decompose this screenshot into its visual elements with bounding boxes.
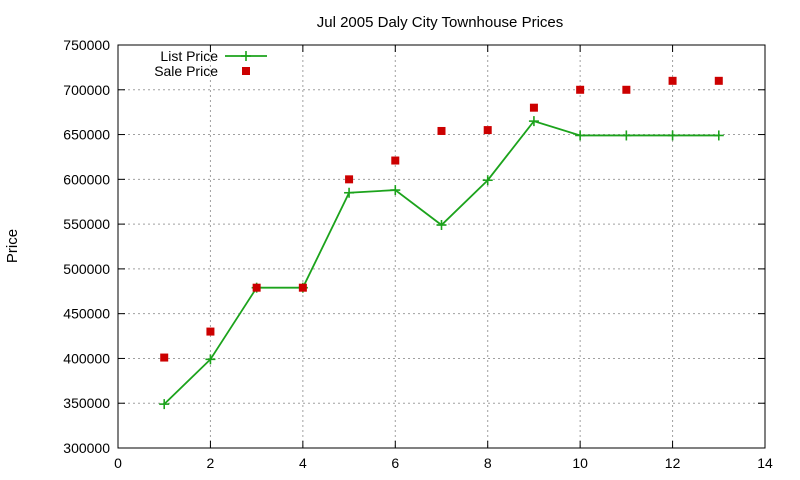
y-tick-label: 750000	[63, 37, 110, 53]
x-tick-label: 0	[114, 455, 122, 471]
legend-label: Sale Price	[154, 63, 218, 79]
x-tick-label: 4	[299, 455, 307, 471]
x-tick-label: 10	[572, 455, 588, 471]
sale-price-point	[668, 76, 677, 85]
y-tick-label: 500000	[63, 261, 110, 277]
y-tick-label: 300000	[63, 440, 110, 456]
list-price-point	[159, 399, 170, 410]
x-tick-label: 14	[757, 455, 773, 471]
sale-price-point	[483, 126, 492, 135]
y-tick-label: 650000	[63, 127, 110, 143]
grid	[118, 45, 765, 448]
y-tick-label: 350000	[63, 395, 110, 411]
list-price-point	[667, 130, 678, 141]
x-tick-label: 12	[665, 455, 681, 471]
sale-price-point	[622, 85, 631, 94]
list-price-point	[344, 187, 355, 198]
list-price-line	[163, 120, 719, 405]
legend-label: List Price	[160, 48, 218, 64]
x-tick-label: 6	[391, 455, 399, 471]
sale-price-point	[160, 353, 169, 362]
sale-price-point	[206, 327, 215, 336]
sale-price-point	[391, 156, 400, 165]
list-price-point	[713, 130, 724, 141]
y-tick-label: 700000	[63, 82, 110, 98]
plot-frame	[117, 44, 766, 449]
x-tick-label: 2	[207, 455, 215, 471]
x-tick-label: 8	[484, 455, 492, 471]
y-axis-label: Price	[4, 229, 21, 263]
y-tick-label: 450000	[63, 306, 110, 322]
y-tick-label: 550000	[63, 216, 110, 232]
y-tick-label: 600000	[63, 171, 110, 187]
sale-price-point	[714, 76, 723, 85]
sale-price-point	[529, 103, 538, 112]
sale-price-point	[345, 175, 354, 184]
legend-plus-swatch	[241, 51, 251, 61]
chart-title: Jul 2005 Daly City Townhouse Prices	[317, 14, 564, 31]
list-price-point	[436, 220, 447, 231]
list-price-point	[482, 175, 493, 186]
sale-price-point	[576, 85, 585, 94]
y-tick-label: 400000	[63, 350, 110, 366]
list-price-point	[575, 130, 586, 141]
sale-price-point	[437, 126, 446, 135]
list-price-point	[205, 354, 216, 365]
ticks: 0 2 4 6 8 10 12 14 300000 350000 400000 450000 50000…	[63, 37, 773, 471]
list-price-point	[621, 130, 632, 141]
list-price-point	[390, 185, 401, 196]
sale-price-point	[298, 283, 307, 292]
sale-price-point	[252, 283, 261, 292]
legend-square-swatch	[242, 67, 250, 75]
series	[159, 76, 724, 410]
list-price-point	[528, 116, 539, 127]
